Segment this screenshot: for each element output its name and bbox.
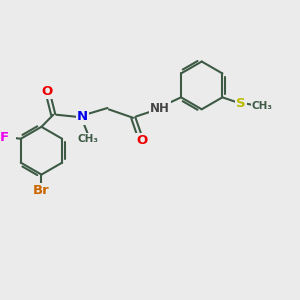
Text: S: S (236, 97, 245, 110)
Text: CH₃: CH₃ (252, 101, 273, 111)
Text: O: O (41, 85, 52, 98)
Text: NH: NH (150, 101, 170, 115)
Text: O: O (136, 134, 147, 147)
Text: F: F (0, 131, 9, 144)
Text: N: N (77, 110, 88, 124)
Text: Br: Br (33, 184, 50, 197)
Text: CH₃: CH₃ (77, 134, 98, 144)
